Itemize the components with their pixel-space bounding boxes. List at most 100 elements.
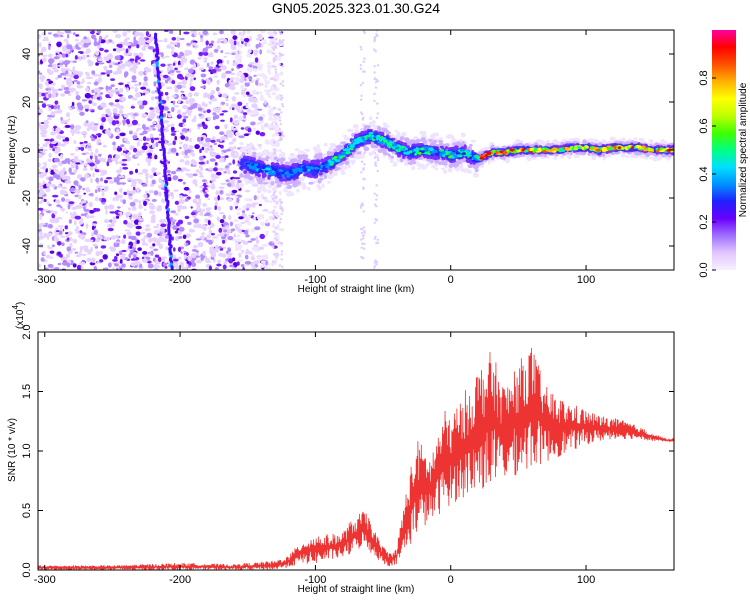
heatmap-cell (111, 157, 118, 162)
heatmap-cell (198, 198, 202, 202)
heatmap-cell (146, 260, 152, 264)
heatmap-cell (572, 137, 576, 141)
heatmap-cell (89, 147, 92, 152)
heatmap-cell (54, 100, 59, 105)
heatmap-cell (147, 237, 153, 243)
heatmap-cell (180, 60, 185, 65)
heatmap-cell (138, 221, 141, 226)
heatmap-cell (50, 210, 54, 213)
heatmap-cell (106, 161, 110, 167)
heatmap-cell (222, 264, 227, 270)
heatmap-cell (230, 45, 237, 51)
heatmap-cell (217, 144, 222, 148)
heatmap-cell (160, 52, 164, 58)
heatmap-cell (235, 41, 240, 46)
heatmap-cell (95, 90, 100, 93)
heatmap-cell (195, 194, 201, 199)
heatmap-cell (79, 185, 83, 189)
heatmap-cell (180, 90, 185, 93)
heatmap-cell (170, 69, 175, 73)
heatmap-cell (75, 164, 79, 170)
heatmap-cell (376, 102, 379, 105)
heatmap-cell (150, 125, 156, 128)
heatmap-cell (213, 75, 218, 78)
heatmap-cell (183, 186, 190, 191)
heatmap-cell (42, 165, 47, 171)
heatmap-cell (89, 126, 96, 130)
heatmap-cell (66, 44, 73, 50)
heatmap-cell (242, 205, 247, 211)
heatmap-cell (174, 200, 180, 205)
heatmap-cell (172, 140, 176, 146)
heatmap-cell (170, 50, 175, 55)
heatmap-cell (201, 224, 206, 228)
heatmap-cell (158, 52, 162, 55)
heatmap-cell (114, 263, 119, 267)
heatmap-cell (130, 219, 134, 223)
heatmap-cell (279, 40, 282, 43)
heatmap-cell (336, 167, 341, 170)
heatmap-cell (119, 259, 123, 264)
heatmap-cell (229, 221, 233, 227)
heatmap-cell (265, 232, 269, 236)
heatmap-cell (237, 118, 243, 122)
heatmap-cell (95, 62, 99, 66)
heatmap-cell (233, 219, 239, 222)
heatmap-cell (230, 72, 236, 75)
heatmap-cell (280, 111, 283, 114)
heatmap-cell (294, 148, 300, 152)
heatmap-cell (363, 152, 366, 155)
heatmap-cell (107, 117, 113, 121)
heatmap-cell (123, 113, 129, 118)
heatmap-cell (223, 261, 228, 265)
heatmap-cell (363, 163, 366, 166)
heatmap-cell (91, 89, 95, 94)
heatmap-cell (181, 151, 185, 156)
heatmap-cell (83, 200, 87, 204)
heatmap-cell (216, 216, 220, 222)
heatmap-cell (138, 70, 144, 76)
heatmap-cell (189, 229, 196, 233)
heatmap-cell (226, 148, 231, 152)
heatmap-cell (201, 101, 205, 107)
heatmap-cell (289, 152, 295, 157)
heatmap-cell (163, 38, 168, 43)
heatmap-cell (257, 186, 261, 192)
heatmap-cell (108, 65, 113, 68)
heatmap-cell (321, 183, 325, 188)
heatmap-cell (245, 234, 250, 238)
heatmap-cell (212, 112, 217, 116)
heatmap-cell (236, 212, 240, 216)
heatmap-cell (219, 30, 224, 35)
heatmap-cell (208, 69, 212, 72)
heatmap-cell (119, 211, 123, 217)
heatmap-cell (87, 145, 92, 148)
heatmap-cell (46, 86, 52, 89)
heatmap-cell (359, 45, 362, 49)
heatmap-cell (72, 60, 77, 63)
heatmap-cell (263, 208, 269, 212)
heatmap-cell (48, 107, 52, 112)
heatmap-cell (65, 253, 71, 258)
heatmap-cell (178, 199, 185, 204)
heatmap-cell (97, 187, 101, 192)
heatmap-cell (114, 99, 120, 103)
heatmap-cell (274, 32, 277, 35)
heatmap-cell (82, 167, 88, 171)
heatmap-cell (263, 149, 269, 154)
heatmap-cell (218, 63, 224, 67)
heatmap-cell (177, 246, 182, 253)
heatmap-cell (60, 116, 63, 121)
heatmap-cell (247, 127, 252, 133)
heatmap-cell (209, 52, 214, 56)
heatmap-cell (375, 116, 379, 120)
heatmap-cell (225, 193, 232, 197)
heatmap-cell (230, 228, 236, 232)
heatmap-cell (119, 266, 122, 269)
heatmap-cell (83, 121, 89, 127)
heatmap-cell (241, 229, 246, 233)
heatmap-cell (221, 255, 227, 258)
heatmap-cell (61, 261, 68, 266)
heatmap-cell (268, 116, 273, 120)
heatmap-cell (433, 139, 437, 144)
